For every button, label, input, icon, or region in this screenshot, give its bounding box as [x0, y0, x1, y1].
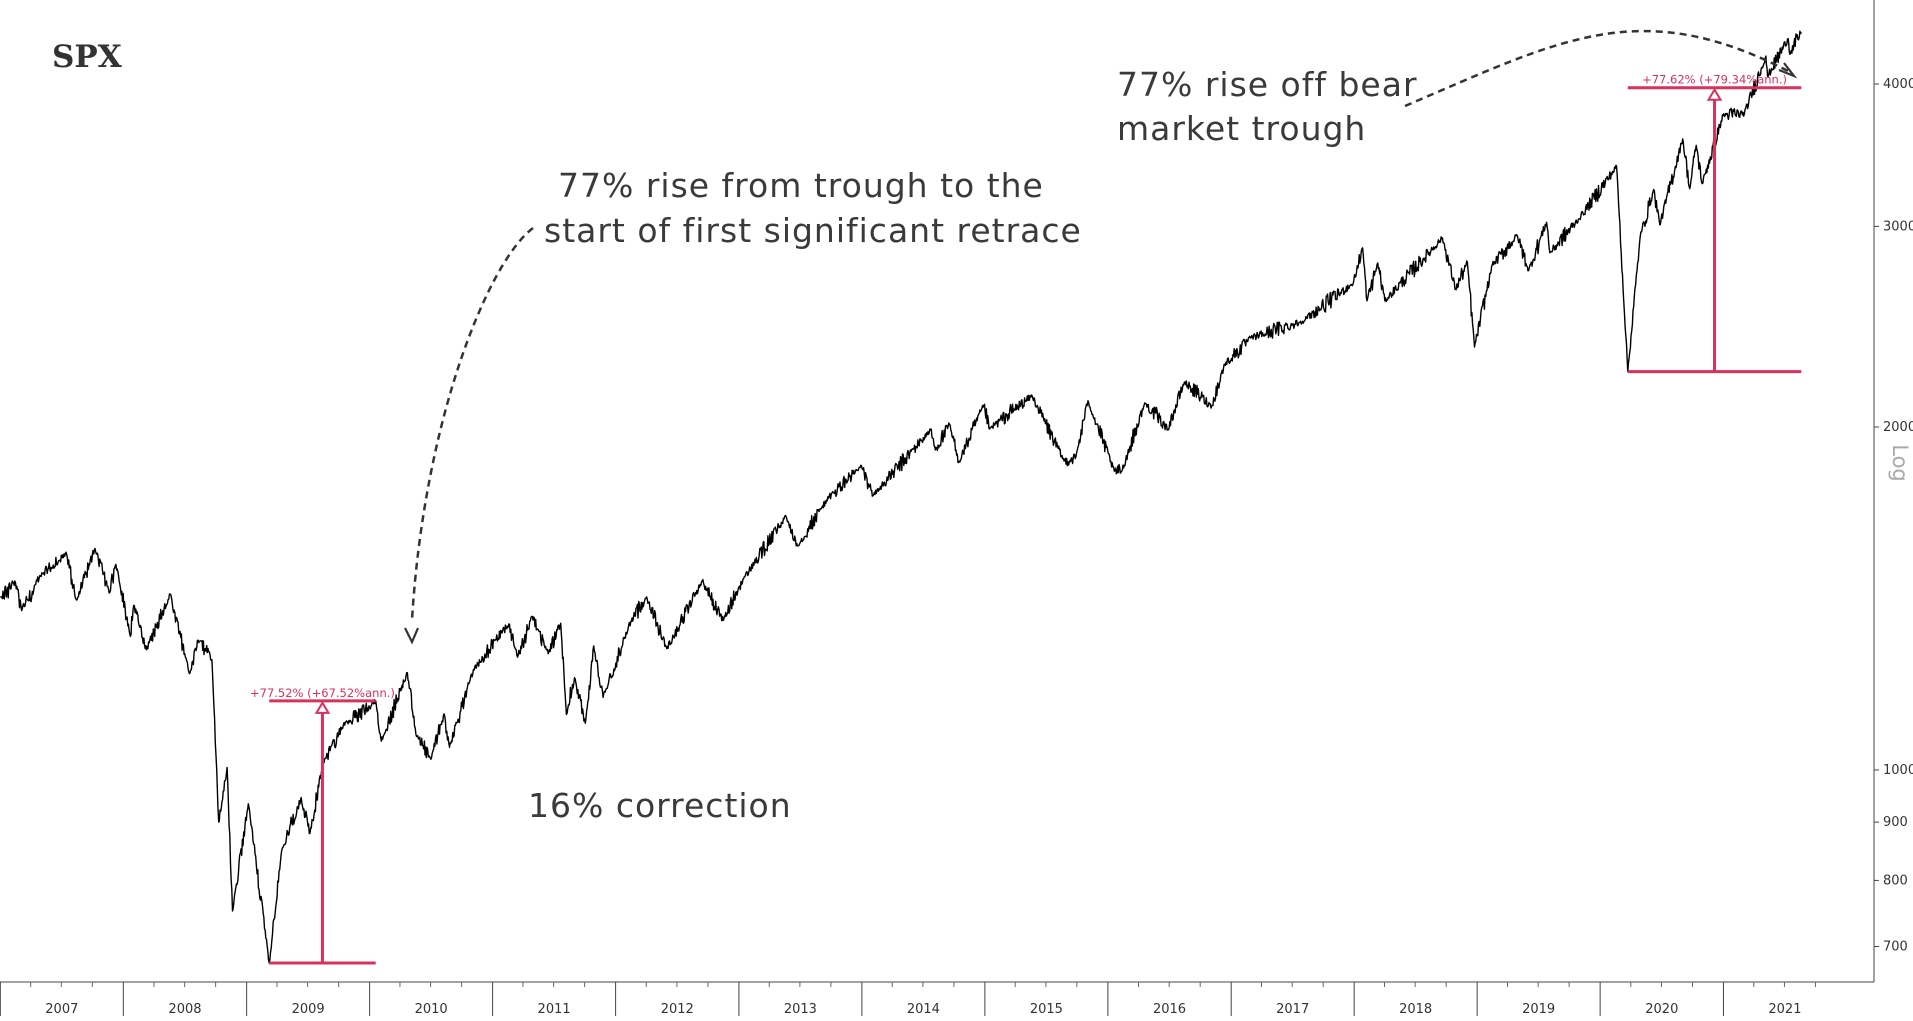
annotation-arrowhead-2010: [404, 627, 420, 645]
x-tick-label-2009: 2009: [292, 1002, 325, 1016]
annotations-layer: 77% rise from trough to the start of fir…: [404, 29, 1798, 825]
annotation-arrow-2021: [1404, 29, 1791, 108]
series-line-0: [0, 30, 1802, 964]
y-tick-label-1000: 1000: [1883, 763, 1913, 778]
x-tick-label-2011: 2011: [538, 1002, 571, 1016]
x-tick-label-2019: 2019: [1522, 1002, 1555, 1016]
y-tick-label-3000: 3000: [1883, 219, 1913, 234]
measure-1-label: +77.62% (+79.34%ann.): [1642, 73, 1787, 87]
x-tick-label-2015: 2015: [1030, 1002, 1063, 1016]
x-tick-label-2013: 2013: [784, 1002, 817, 1016]
x-ticks: 2007 2008 2009 2010 2011 2012 2013 2014 2015 2016…: [0, 982, 1816, 1017]
x-tick-label-2008: 2008: [168, 1002, 201, 1016]
annotation-2010-line-2: start of first significant retrace: [544, 211, 1082, 250]
y-ticks: 700 800 900 1000 2000 3000 4000: [1874, 77, 1913, 954]
y-tick-label-2000: 2000: [1883, 420, 1913, 435]
x-tick-label-2012: 2012: [661, 1002, 694, 1016]
measurements-layer: +77.52% (+67.52%ann.) +77.62% (+79.34%ann…: [250, 73, 1802, 965]
x-tick-label-2016: 2016: [1153, 1002, 1186, 1016]
x-tick-label-2017: 2017: [1276, 1002, 1309, 1016]
annotation-arrow-2010: [410, 227, 534, 621]
annotation-correction: 16% correction: [528, 786, 792, 825]
measure-0-label: +77.52% (+67.52%ann.): [250, 686, 395, 700]
x-tick-label-2020: 2020: [1645, 1002, 1678, 1016]
annotation-2021-line-1: 77% rise off bear: [1117, 65, 1418, 104]
annotation-arrowhead-2021: [1778, 62, 1798, 79]
x-tick-label-2018: 2018: [1399, 1002, 1432, 1016]
annotation-2021-line-2: market trough: [1117, 109, 1366, 148]
series-layer: [0, 30, 1802, 964]
y-tick-label-700: 700: [1883, 939, 1908, 954]
y-tick-label-4000: 4000: [1883, 77, 1913, 92]
chart-title: SPX: [52, 39, 123, 75]
x-tick-label-2014: 2014: [907, 1002, 940, 1016]
x-tick-label-2007: 2007: [45, 1002, 78, 1016]
x-tick-label-2021: 2021: [1768, 1002, 1801, 1016]
measure-1-arrowhead: [1706, 87, 1723, 101]
y-tick-label-800: 800: [1883, 873, 1908, 888]
measure-0-arrowhead: [314, 700, 331, 714]
annotation-2010-line-1: 77% rise from trough to the: [558, 166, 1044, 205]
x-tick-label-2010: 2010: [415, 1002, 448, 1016]
y-tick-label-900: 900: [1883, 815, 1908, 830]
y-axis-label: Log: [1888, 444, 1912, 482]
